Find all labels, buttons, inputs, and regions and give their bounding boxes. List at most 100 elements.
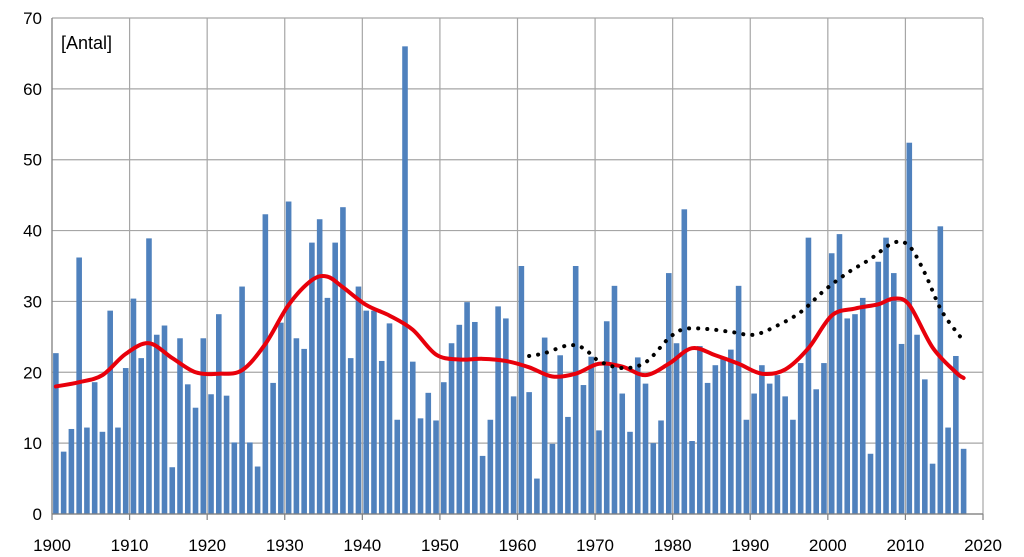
bar xyxy=(813,389,819,514)
bar xyxy=(464,302,470,514)
bar xyxy=(347,358,354,514)
x-tick-label: 1990 xyxy=(731,536,769,555)
bar xyxy=(309,242,315,515)
bar xyxy=(929,463,936,514)
bar xyxy=(665,273,672,514)
bar xyxy=(836,234,843,514)
bar xyxy=(76,257,82,514)
bar xyxy=(898,343,905,514)
bar xyxy=(603,321,610,514)
bar xyxy=(386,323,393,514)
bar xyxy=(774,375,781,514)
bar xyxy=(130,298,137,514)
bar xyxy=(177,338,183,514)
tick-labels: 0 10 20 30 40 50 60 70 1900 1910 1920 1930 1940 1950 1… xyxy=(23,9,1002,555)
bar xyxy=(953,355,959,514)
bar xyxy=(627,431,633,514)
bar xyxy=(216,314,222,514)
y-tick-label: 10 xyxy=(23,434,42,453)
y-tick-label: 60 xyxy=(23,80,42,99)
line-series-group xyxy=(53,239,966,389)
bar xyxy=(549,443,556,514)
bar xyxy=(588,356,594,514)
x-tick-label: 2010 xyxy=(887,536,925,555)
bar xyxy=(340,207,346,514)
x-tick-label: 2020 xyxy=(964,536,1002,555)
bar xyxy=(681,209,688,515)
dotted-trend-line xyxy=(527,239,966,371)
bar xyxy=(565,416,571,514)
bar xyxy=(223,395,230,514)
bar xyxy=(138,358,145,514)
bar xyxy=(557,355,563,514)
bar xyxy=(828,253,835,514)
bar xyxy=(107,310,113,514)
bar xyxy=(363,310,370,514)
bar xyxy=(456,324,463,514)
bar xyxy=(728,349,734,514)
bar xyxy=(859,297,866,514)
bar xyxy=(510,396,517,514)
bar xyxy=(84,427,90,514)
bar xyxy=(611,285,618,514)
bar xyxy=(875,261,882,514)
bar xyxy=(247,442,253,514)
bar xyxy=(751,393,757,514)
bar xyxy=(960,448,967,514)
bar xyxy=(153,334,160,514)
x-tick-label: 1950 xyxy=(421,536,459,555)
bar xyxy=(596,430,602,514)
bar xyxy=(402,46,408,514)
bar xyxy=(797,363,804,514)
bar xyxy=(534,478,540,514)
bar xyxy=(316,219,323,514)
bar xyxy=(689,441,695,514)
bar xyxy=(60,451,67,514)
bar xyxy=(441,382,447,514)
bar xyxy=(200,338,207,514)
bar xyxy=(479,455,486,514)
bar xyxy=(324,297,331,514)
bar xyxy=(448,343,455,514)
y-tick-label: 50 xyxy=(23,151,42,170)
bar xyxy=(285,201,292,514)
bar xyxy=(231,442,238,514)
bar xyxy=(634,357,641,514)
bar xyxy=(712,365,719,514)
bar xyxy=(254,466,261,514)
bar xyxy=(161,325,168,514)
bar xyxy=(658,420,664,514)
bar xyxy=(759,365,765,514)
bar xyxy=(642,383,649,514)
y-tick-label: 0 xyxy=(33,505,42,524)
bar xyxy=(417,418,424,514)
bar xyxy=(526,392,532,514)
bar xyxy=(495,306,501,514)
y-tick-label: 30 xyxy=(23,292,42,311)
bar xyxy=(371,310,377,514)
bar xyxy=(890,273,897,514)
bar xyxy=(115,427,121,514)
axes xyxy=(51,18,984,520)
bar xyxy=(239,286,245,514)
bar xyxy=(68,428,75,514)
bar xyxy=(906,142,913,515)
bar xyxy=(270,382,276,514)
bar xyxy=(580,385,587,514)
bar xyxy=(937,226,944,514)
bar xyxy=(332,242,338,515)
bar xyxy=(53,353,59,514)
bar xyxy=(169,467,176,514)
bar xyxy=(782,396,788,514)
bar xyxy=(821,363,827,514)
x-tick-label: 1920 xyxy=(188,536,226,555)
bar xyxy=(425,392,432,514)
x-tick-label: 1980 xyxy=(654,536,692,555)
bar xyxy=(914,334,920,514)
bar xyxy=(122,368,129,514)
grid xyxy=(51,17,984,515)
bar-series xyxy=(53,46,967,515)
bar xyxy=(852,314,858,514)
bar xyxy=(518,266,525,514)
bar xyxy=(184,384,191,514)
